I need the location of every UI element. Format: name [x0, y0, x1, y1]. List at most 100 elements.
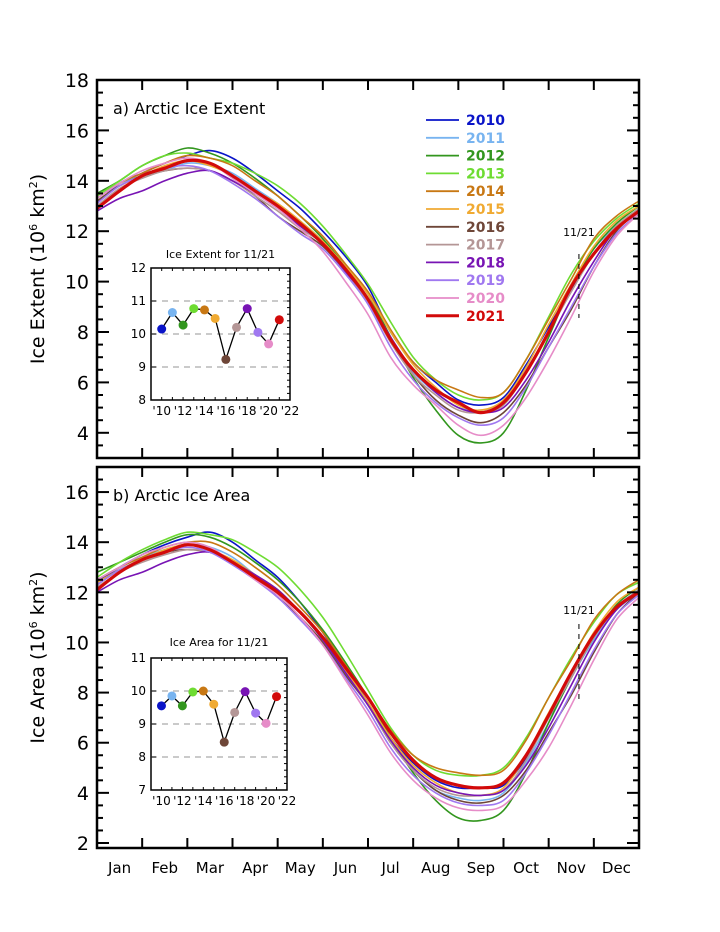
- y-axis-label-main: Ice Area (10: [27, 628, 49, 743]
- legend-label-2014: 2014: [466, 184, 505, 200]
- legend-label-2015: 2015: [466, 202, 505, 218]
- inset-point-2016: [219, 737, 229, 747]
- inset-x-tick-label: '20: [257, 794, 276, 808]
- inset-x-tick-label: '12: [174, 404, 193, 418]
- y-axis-label-end: ): [27, 571, 49, 578]
- legend-label-2011: 2011: [466, 131, 505, 147]
- legend-label-2016: 2016: [466, 220, 505, 236]
- inset-point-2014: [198, 686, 208, 696]
- legend-label-2013: 2013: [466, 166, 505, 182]
- inset-point-2018: [242, 304, 252, 314]
- legend-label-2010: 2010: [466, 113, 505, 129]
- series-line-2020: [97, 541, 639, 812]
- inset-title: Ice Area for 11/21: [170, 636, 269, 649]
- legend-label-2018: 2018: [466, 255, 505, 271]
- month-label-dec: Dec: [602, 859, 631, 877]
- month-label-may: May: [285, 859, 316, 877]
- legend-label-2019: 2019: [466, 273, 505, 289]
- y-tick-label: 18: [65, 70, 89, 92]
- inset-x-tick-label: '14: [195, 404, 214, 418]
- inset-y-tick-label: 12: [131, 261, 146, 275]
- inset-point-2014: [199, 305, 209, 315]
- y-axis-label-sup1: 6: [27, 224, 40, 231]
- month-label-apr: Apr: [242, 859, 269, 877]
- inset-y-tick-label: 9: [138, 717, 146, 731]
- inset-point-2019: [251, 708, 261, 718]
- inset-y-tick-label: 11: [131, 651, 146, 665]
- y-tick-label: 2: [77, 833, 89, 855]
- inset-y-tick-label: 10: [131, 684, 146, 698]
- legend-label-2021: 2021: [466, 309, 505, 325]
- inset-point-2010: [157, 324, 167, 334]
- y-axis-label-mid: km: [27, 586, 49, 622]
- inset-y-tick-label: 7: [138, 783, 146, 797]
- inset-x-tick-label: '16: [217, 404, 236, 418]
- y-axis-label: Ice Extent (106 km2): [27, 174, 49, 364]
- inset-point-2011: [167, 308, 177, 318]
- month-label-feb: Feb: [151, 859, 178, 877]
- inset-point-2013: [188, 687, 198, 697]
- y-tick-label: 8: [77, 683, 89, 705]
- legend-label-2020: 2020: [466, 291, 505, 307]
- inset-title: Ice Extent for 11/21: [166, 248, 275, 261]
- y-tick-label: 10: [65, 272, 89, 294]
- inset-point-2012: [177, 701, 187, 711]
- month-label-nov: Nov: [557, 859, 586, 877]
- y-tick-label: 14: [65, 171, 89, 193]
- y-tick-label: 16: [65, 120, 89, 142]
- y-axis-label-main: Ice Extent (10: [27, 231, 49, 364]
- series-line-2014: [97, 154, 639, 399]
- inset-y-tick-label: 10: [131, 327, 146, 341]
- y-tick-label: 12: [65, 582, 89, 604]
- series-line-2018: [97, 551, 639, 797]
- inset-point-2010: [156, 701, 166, 711]
- y-tick-label: 6: [77, 372, 89, 394]
- inset-y-tick-label: 11: [131, 294, 146, 308]
- y-tick-label: 4: [77, 423, 89, 445]
- series-line-2019: [97, 546, 639, 807]
- inset-point-2012: [178, 320, 188, 330]
- y-tick-label: 16: [65, 482, 89, 504]
- month-label-mar: Mar: [196, 859, 225, 877]
- y-axis-label-sup2: 2: [27, 579, 40, 586]
- y-axis-label: Ice Area (106 km2): [27, 571, 49, 743]
- series-group: [97, 531, 639, 822]
- inset-point-2013: [189, 304, 199, 314]
- series-line-2021: [97, 158, 639, 415]
- inset-x-tick-label: '12: [173, 794, 192, 808]
- inset-x-tick-label: '20: [259, 404, 278, 418]
- legend-label-2012: 2012: [466, 149, 505, 165]
- y-tick-label: 4: [77, 783, 89, 805]
- inset-point-2019: [253, 327, 263, 337]
- inset-x-tick-label: '22: [278, 794, 297, 808]
- inset-x-tick-label: '14: [194, 794, 213, 808]
- inset-x-tick-label: '18: [238, 404, 257, 418]
- series-group: [97, 147, 639, 444]
- y-axis-label-end: ): [27, 174, 49, 181]
- y-tick-label: 6: [77, 733, 89, 755]
- month-label-jan: Jan: [107, 859, 131, 877]
- inset-point-2015: [209, 699, 219, 709]
- y-axis-label-sup1: 6: [27, 621, 40, 628]
- y-axis-label-mid: km: [27, 188, 49, 224]
- inset-point-2017: [230, 707, 240, 717]
- inset-point-2021: [274, 315, 284, 325]
- inset-x-tick-label: '10: [152, 404, 171, 418]
- series-line-2021: [97, 543, 639, 790]
- date-marker-label: 11/21: [563, 604, 595, 617]
- y-tick-label: 8: [77, 322, 89, 344]
- inset-point-2015: [210, 313, 220, 323]
- inset-chart: 8 9 10 11 12 '10'12'14'16'18'20'22 Ice Extent …: [131, 248, 300, 418]
- inset-point-2020: [261, 718, 271, 728]
- month-label-oct: Oct: [513, 859, 539, 877]
- month-label-sep: Sep: [467, 859, 495, 877]
- inset-point-2017: [232, 322, 242, 332]
- inset-x-tick-label: '16: [215, 794, 234, 808]
- y-axis-label-sup2: 2: [27, 181, 40, 188]
- inset-x-tick-label: '22: [281, 404, 300, 418]
- month-label-aug: Aug: [421, 859, 450, 877]
- inset-point-2021: [272, 692, 282, 702]
- inset-point-2020: [264, 339, 274, 349]
